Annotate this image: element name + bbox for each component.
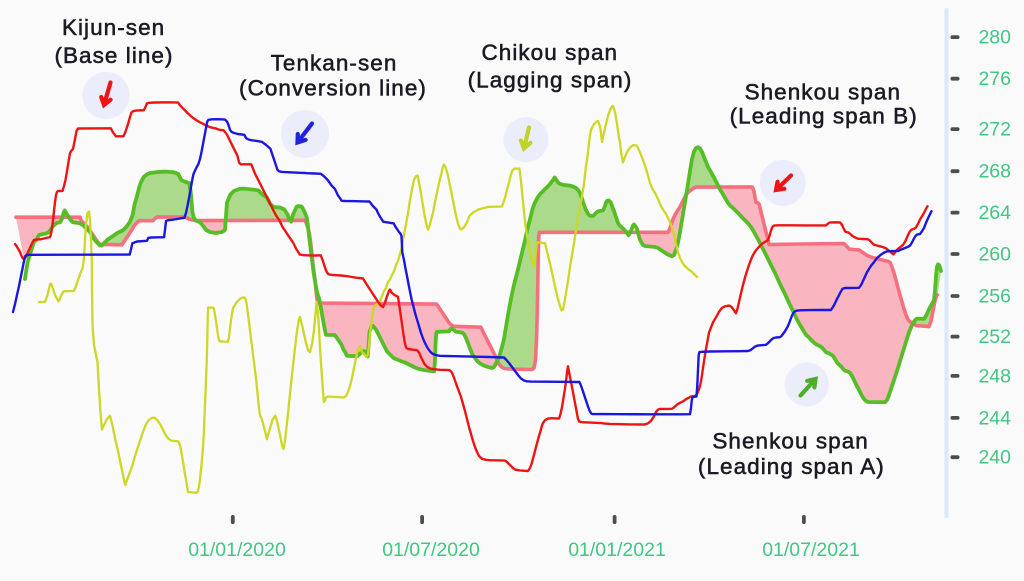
- svg-text:Kijun-sen: Kijun-sen: [62, 15, 165, 40]
- svg-text:(Base line): (Base line): [54, 43, 173, 68]
- svg-text:268: 268: [978, 161, 1011, 183]
- svg-text:01/07/2021: 01/07/2021: [762, 539, 860, 561]
- svg-text:Tenkan-sen: Tenkan-sen: [271, 51, 398, 76]
- svg-text:01/01/2021: 01/01/2021: [568, 539, 666, 561]
- svg-text:240: 240: [978, 447, 1011, 469]
- svg-text:280: 280: [978, 27, 1011, 49]
- svg-text:260: 260: [978, 243, 1011, 265]
- svg-text:Shenkou span: Shenkou span: [712, 429, 868, 454]
- svg-text:264: 264: [978, 202, 1011, 224]
- svg-text:01/01/2020: 01/01/2020: [188, 539, 286, 561]
- svg-text:(Leading span A): (Leading span A): [698, 454, 885, 479]
- svg-text:01/07/2020: 01/07/2020: [382, 539, 480, 561]
- svg-text:Shenkou span: Shenkou span: [745, 80, 901, 105]
- svg-text:276: 276: [978, 68, 1011, 90]
- svg-text:256: 256: [978, 285, 1011, 307]
- svg-text:252: 252: [978, 326, 1011, 348]
- svg-text:(Lagging span): (Lagging span): [468, 68, 633, 93]
- svg-text:(Leading span B): (Leading span B): [730, 104, 918, 129]
- svg-text:(Conversion line): (Conversion line): [239, 76, 427, 101]
- svg-text:272: 272: [978, 119, 1011, 141]
- svg-text:244: 244: [978, 407, 1011, 429]
- svg-text:248: 248: [978, 365, 1011, 387]
- svg-text:Chikou span: Chikou span: [481, 40, 618, 65]
